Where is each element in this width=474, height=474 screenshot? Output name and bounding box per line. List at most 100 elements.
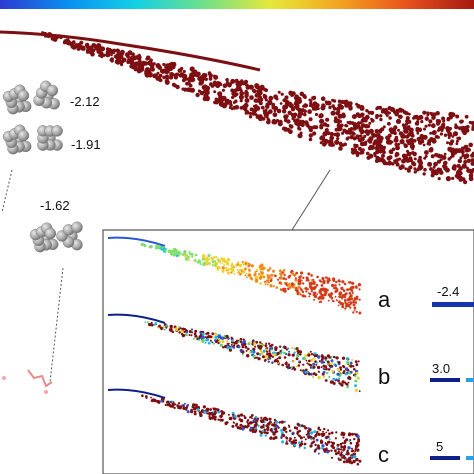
cloud-point xyxy=(397,142,401,146)
cloud-point xyxy=(356,121,361,125)
cluster-icon xyxy=(2,84,32,115)
inset-point xyxy=(194,403,198,407)
cloud-point xyxy=(350,149,356,155)
inset-point xyxy=(194,334,198,338)
cloud-point xyxy=(431,169,436,174)
inset-point xyxy=(358,288,361,291)
inset-point xyxy=(240,341,244,345)
inset-point xyxy=(250,414,254,417)
cloud-point xyxy=(276,108,282,114)
cloud-point xyxy=(418,114,424,120)
cluster-energy-label-3: -1.62 xyxy=(40,198,70,213)
inset-point xyxy=(345,367,349,371)
inset-point xyxy=(319,292,323,295)
inset-point xyxy=(253,340,256,343)
cloud-point xyxy=(218,101,223,106)
cloud-point xyxy=(181,87,185,91)
inset-point xyxy=(335,299,338,302)
inset-point xyxy=(218,259,222,263)
inset-point xyxy=(276,430,279,433)
cloud-point xyxy=(348,106,353,111)
cloud-point xyxy=(432,130,437,135)
inset-point xyxy=(317,426,321,430)
cloud-point xyxy=(320,96,326,101)
inset-point xyxy=(354,374,357,378)
inset-point xyxy=(340,448,343,451)
inset-point xyxy=(321,444,325,448)
inset-point xyxy=(303,436,306,439)
inset-point xyxy=(300,442,304,446)
inset-point xyxy=(293,347,296,350)
cloud-point xyxy=(155,63,161,69)
cloud-point xyxy=(443,152,447,156)
inset-point xyxy=(279,288,282,290)
cloud-point xyxy=(339,104,344,110)
cloud-point xyxy=(258,95,263,99)
cloud-point xyxy=(56,34,61,39)
inset-point xyxy=(255,268,258,272)
top-colorbar xyxy=(0,0,474,9)
inset-point xyxy=(267,360,270,363)
inset-point xyxy=(327,299,330,302)
inset-point xyxy=(358,459,362,463)
cloud-point xyxy=(337,126,341,131)
inset-point xyxy=(281,363,285,367)
inset-point xyxy=(354,360,358,364)
inset-point xyxy=(335,431,338,434)
inset-point xyxy=(296,350,300,353)
inset-point xyxy=(355,310,358,313)
cloud-point xyxy=(323,140,328,145)
inset-point xyxy=(318,360,321,363)
inset-point xyxy=(255,428,258,432)
inset-point xyxy=(349,364,353,368)
inset-point xyxy=(292,285,295,289)
inset-point xyxy=(330,359,334,363)
inset-point xyxy=(312,362,316,366)
cloud-point xyxy=(312,131,317,136)
inset-point xyxy=(317,452,320,455)
inset-point xyxy=(336,443,340,447)
inset-point xyxy=(240,413,244,417)
inset-point xyxy=(357,439,361,443)
cloud-point xyxy=(343,100,348,104)
inset-point xyxy=(288,282,291,286)
inset-point xyxy=(332,382,336,385)
inset-point xyxy=(331,283,335,288)
inset-point xyxy=(309,285,313,289)
inset-cloud-a xyxy=(107,236,362,315)
inset-point xyxy=(323,361,326,364)
cloud-point xyxy=(105,52,111,58)
inset-point xyxy=(293,367,297,371)
cloud-point xyxy=(310,104,314,108)
inset-point xyxy=(309,435,313,439)
inset-point xyxy=(200,411,203,414)
inset-point xyxy=(347,369,350,372)
cloud-point xyxy=(449,156,453,159)
inset-point xyxy=(272,353,276,357)
inset-point xyxy=(289,437,292,441)
inset-point xyxy=(265,431,269,435)
inset-point xyxy=(175,251,179,255)
cloud-point xyxy=(468,142,474,148)
cloud-point xyxy=(355,112,360,117)
inset-point xyxy=(294,277,297,280)
cloud-point xyxy=(137,60,143,66)
inset-point xyxy=(310,442,313,445)
cloud-point xyxy=(437,154,442,159)
cloud-point xyxy=(379,117,383,122)
inset-point xyxy=(184,333,188,337)
cloud-point xyxy=(312,125,317,130)
inset-point xyxy=(241,427,245,431)
inset-point xyxy=(264,355,268,358)
cloud-point xyxy=(221,88,225,92)
cloud-point xyxy=(138,58,142,62)
inset-point xyxy=(334,295,337,298)
cloud-point xyxy=(398,165,404,171)
inset-point xyxy=(150,321,153,324)
cloud-point xyxy=(213,90,217,94)
inset-point xyxy=(227,337,230,340)
inset-point xyxy=(321,277,325,281)
cloud-point xyxy=(72,41,76,44)
inset-point xyxy=(211,332,215,336)
cloud-point xyxy=(395,118,402,124)
